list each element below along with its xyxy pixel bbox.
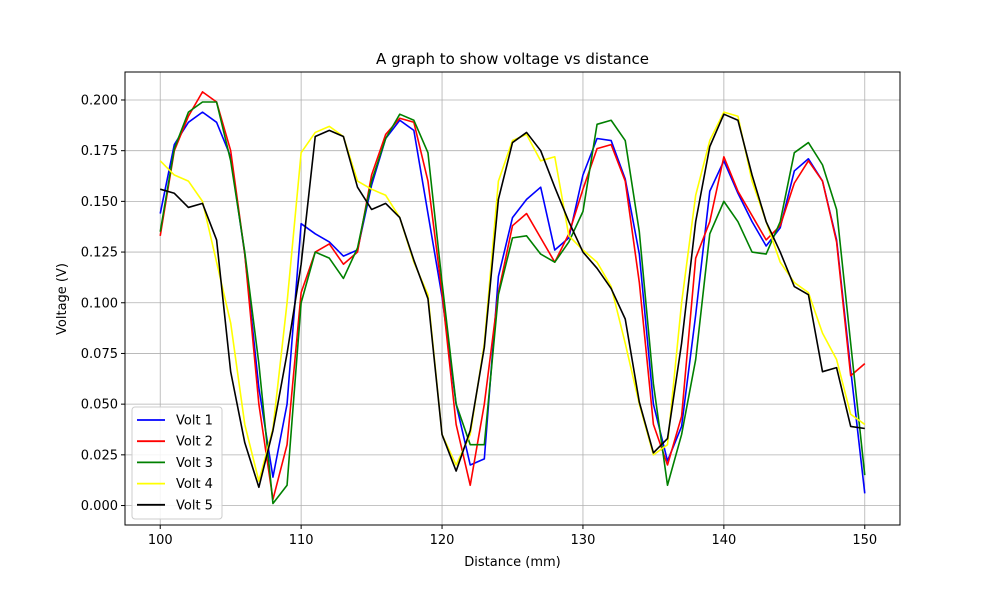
y-axis-label: Voltage (V) (55, 263, 70, 335)
x-tick-label: 100 (148, 533, 173, 548)
x-tick-label: 130 (571, 533, 596, 548)
legend-label-volt-5: Volt 5 (176, 498, 213, 513)
y-tick-label: 0.100 (81, 296, 118, 311)
series-line-volt-5 (160, 113, 865, 489)
x-tick-label: 150 (852, 533, 877, 548)
x-axis: 100 110 120 130 140 150 (148, 525, 877, 548)
series-line-volt-3 (159, 101, 866, 505)
x-tick-label: 140 (711, 533, 736, 548)
series-line-volt-2 (159, 91, 866, 501)
grid (125, 72, 900, 525)
y-tick-label: 0.000 (81, 499, 118, 514)
y-tick-label: 0.025 (81, 448, 118, 463)
y-tick-label: 0.150 (81, 195, 118, 210)
series-line-volt-1 (159, 111, 866, 494)
chart-title: A graph to show voltage vs distance (376, 50, 649, 68)
legend-label-volt-3: Volt 3 (176, 456, 213, 471)
plot-frame (124, 71, 901, 526)
y-tick-label: 0.050 (81, 398, 118, 413)
y-tick-label: 0.075 (81, 347, 118, 362)
legend-label-volt-1: Volt 1 (176, 414, 213, 429)
y-tick-label: 0.200 (81, 93, 118, 108)
legend-box (131, 406, 223, 520)
y-tick-label: 0.125 (81, 246, 118, 261)
legend-label-volt-2: Volt 2 (176, 435, 213, 450)
x-tick-label: 110 (289, 533, 314, 548)
series-lines (159, 91, 866, 505)
x-tick-label: 120 (430, 533, 455, 548)
y-tick-label: 0.175 (81, 144, 118, 159)
legend: Volt 1 Volt 2 Volt 3 Volt 4 Volt 5 (131, 406, 223, 520)
legend-label-volt-4: Volt 4 (176, 477, 213, 492)
x-axis-label: Distance (mm) (464, 555, 560, 570)
y-axis: 0.000 0.025 0.050 0.075 0.100 0.125 0.150 0.175… (81, 93, 125, 514)
